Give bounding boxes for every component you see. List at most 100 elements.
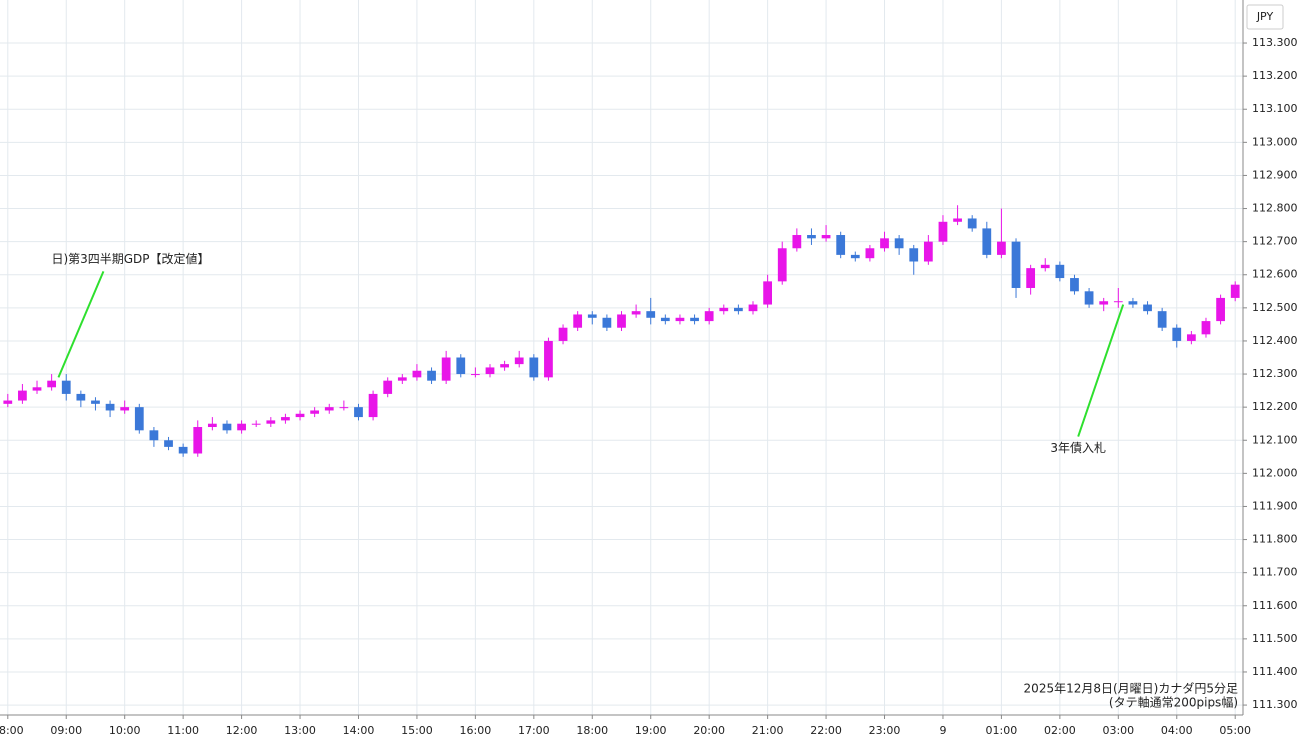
candle-body — [938, 221, 948, 242]
candle-body — [383, 380, 393, 394]
candle-body — [339, 407, 349, 409]
x-tick-label: 22:00 — [810, 724, 842, 737]
x-tick-label: 08:00 — [0, 724, 24, 737]
candle-body — [1040, 264, 1050, 269]
y-tick-label: 111.600 — [1252, 599, 1298, 612]
candle-body — [500, 364, 509, 368]
candle-body — [675, 317, 685, 322]
x-tick-label: 11:00 — [167, 724, 199, 737]
candle-body — [1099, 301, 1109, 305]
candle-body — [997, 241, 1006, 255]
candle-body — [134, 407, 144, 431]
candle-body — [251, 423, 261, 425]
candle-body — [1201, 321, 1211, 335]
currency-box — [1246, 4, 1284, 30]
candle-body — [427, 370, 436, 381]
candle-body — [704, 311, 714, 322]
candle-body — [1143, 304, 1152, 312]
candle-body — [310, 410, 320, 414]
x-tick-label: 05:00 — [1219, 724, 1251, 737]
x-tick-label: 15:00 — [401, 724, 433, 737]
candle-body — [1055, 264, 1065, 279]
y-tick-label: 111.500 — [1252, 632, 1298, 645]
y-tick-label: 112.700 — [1252, 235, 1298, 248]
x-tick-label: 09:00 — [50, 724, 82, 737]
candle-body — [368, 393, 378, 418]
candle-body — [61, 380, 71, 394]
candle-body — [967, 218, 977, 229]
candle-body — [646, 311, 656, 318]
y-tick-label: 111.300 — [1252, 698, 1298, 711]
y-tick-label: 113.200 — [1252, 69, 1298, 82]
x-tick-label: 23:00 — [869, 724, 901, 737]
candle-body — [514, 357, 524, 365]
x-tick-label: 01:00 — [986, 724, 1018, 737]
x-tick-label: 19:00 — [635, 724, 667, 737]
candle-body — [237, 423, 246, 431]
candle-body — [18, 390, 27, 401]
candle-body — [602, 317, 612, 328]
candle-body — [865, 248, 875, 259]
candle-body — [763, 281, 773, 305]
x-tick-label: 17:00 — [518, 724, 550, 737]
y-tick-label: 112.600 — [1252, 268, 1298, 281]
y-tick-label: 112.100 — [1252, 433, 1298, 446]
candle-body — [222, 423, 232, 431]
currency-label: JPY — [1256, 10, 1274, 23]
candle-body — [1128, 301, 1138, 305]
candle-body — [76, 393, 86, 401]
y-tick-label: 112.400 — [1252, 334, 1298, 347]
candle-body — [953, 218, 962, 222]
x-tick-label: 18:00 — [576, 724, 608, 737]
plot-area: 日)第3四半期GDP【改定値】 3年債入札 — [0, 0, 1243, 715]
y-tick-label: 113.300 — [1252, 36, 1298, 49]
x-tick-label: 20:00 — [693, 724, 725, 737]
candle-body — [207, 423, 217, 428]
candle-body — [1026, 268, 1036, 288]
candle-body — [120, 407, 130, 411]
candle-body — [1186, 334, 1196, 341]
x-tick-label: 9 — [939, 724, 946, 737]
y-tick-label: 111.900 — [1252, 499, 1298, 512]
candle-body — [1216, 297, 1225, 322]
candle-body — [91, 400, 100, 404]
y-tick-label: 112.200 — [1252, 400, 1298, 413]
x-tick-label: 03:00 — [1102, 724, 1134, 737]
candle-body — [47, 380, 57, 388]
candle-body — [441, 357, 451, 381]
x-tick-label: 16:00 — [460, 724, 492, 737]
y-tick-label: 111.700 — [1252, 566, 1298, 579]
y-tick-label: 112.300 — [1252, 367, 1298, 380]
candle-body — [821, 235, 831, 239]
candle-body — [178, 446, 188, 454]
y-tick-label: 111.400 — [1252, 665, 1298, 678]
candle-body — [412, 370, 422, 378]
candle-body — [792, 235, 802, 249]
candle-body — [529, 357, 539, 378]
y-tick-label: 112.800 — [1252, 202, 1298, 215]
candle-body — [909, 248, 919, 262]
candle-body — [617, 314, 626, 328]
annotation-text: 日)第3四半期GDP【改定値】 — [51, 251, 209, 266]
candle-body — [1011, 241, 1021, 288]
candle-body — [573, 314, 583, 328]
candle-body — [1172, 327, 1182, 341]
candle-body — [923, 241, 933, 262]
y-tick-label: 112.000 — [1252, 466, 1298, 479]
x-tick-label: 14:00 — [343, 724, 375, 737]
candle-body — [631, 311, 641, 315]
candle-body — [354, 407, 363, 418]
candle-body — [456, 357, 466, 375]
candle-body — [149, 430, 159, 441]
annotation-line — [1077, 304, 1125, 437]
y-tick-label: 113.100 — [1252, 102, 1298, 115]
footer-line-2: (タテ軸通常200pips幅) — [1109, 695, 1238, 710]
candle-body — [734, 307, 743, 312]
candle-body — [894, 238, 904, 249]
x-tick-label: 13:00 — [284, 724, 316, 737]
x-tick-label: 02:00 — [1044, 724, 1076, 737]
y-tick-label: 111.800 — [1252, 533, 1298, 546]
candle-body — [587, 314, 597, 318]
candle-body — [1230, 284, 1240, 298]
